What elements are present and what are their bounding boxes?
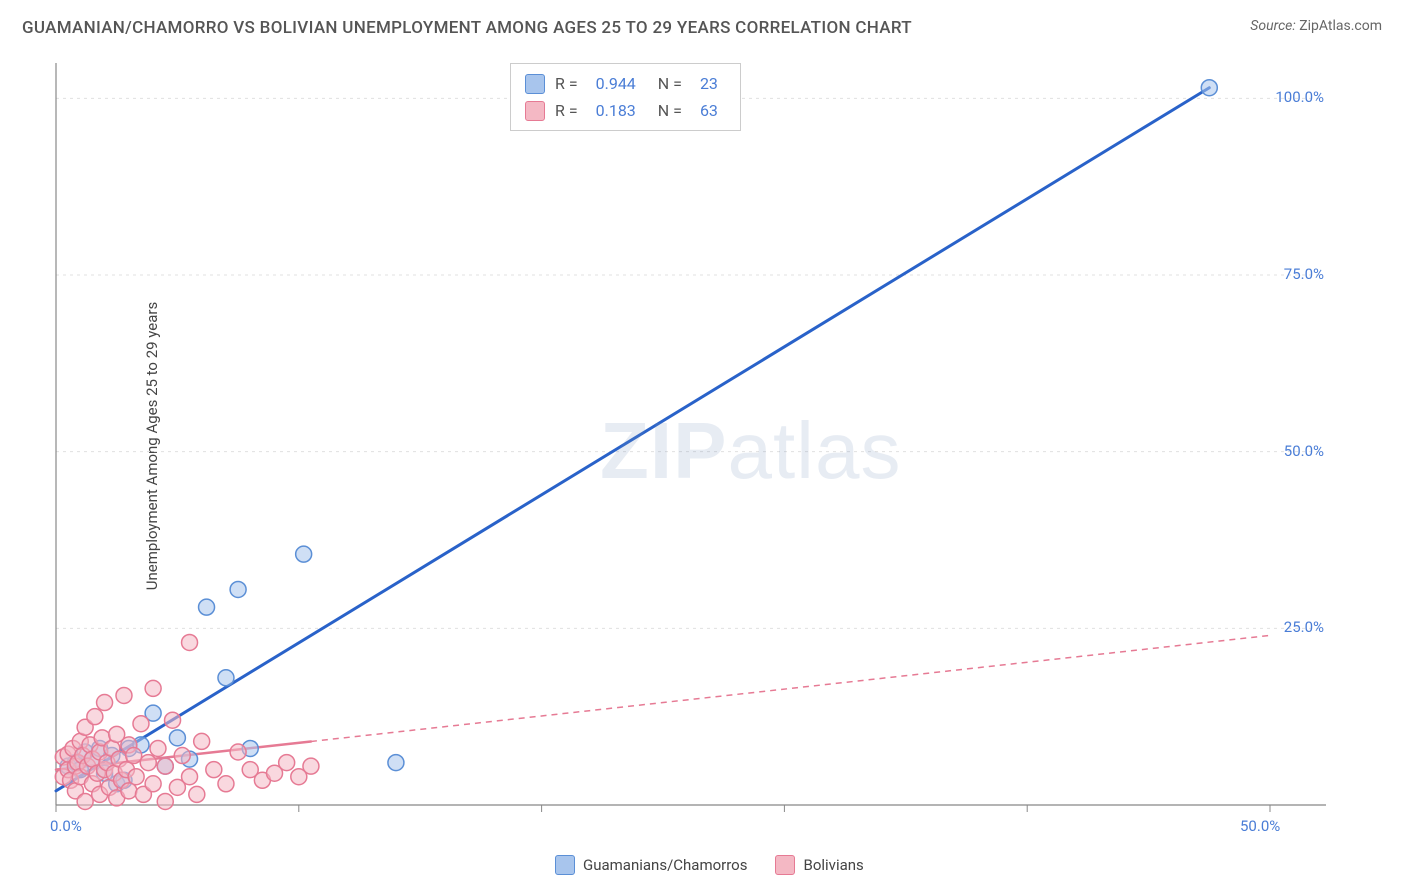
legend-swatch-icon — [775, 855, 795, 875]
source-label: Source: — [1250, 18, 1295, 34]
correlation-stats-box: R = 0.944 N = 23 R = 0.183 N = 63 — [510, 63, 741, 131]
stats-swatch-icon — [525, 101, 545, 121]
legend-label: Bolivians — [803, 856, 863, 874]
stats-n-value: 23 — [700, 70, 718, 97]
legend-item-guamanians: Guamanians/Chamorros — [555, 855, 747, 875]
chart-legend: Guamanians/Chamorros Bolivians — [555, 855, 864, 875]
stats-row-guamanians: R = 0.944 N = 23 — [525, 70, 726, 97]
legend-label: Guamanians/Chamorros — [583, 856, 747, 874]
y-tick-label: 50.0% — [1284, 442, 1324, 460]
legend-swatch-icon — [555, 855, 575, 875]
x-tick-label: 50.0% — [1240, 817, 1280, 835]
chart-svg — [50, 55, 1330, 835]
chart-title: GUAMANIAN/CHAMORRO VS BOLIVIAN UNEMPLOYM… — [22, 18, 912, 38]
stats-n-value: 63 — [700, 97, 718, 124]
stats-row-bolivians: R = 0.183 N = 63 — [525, 97, 726, 124]
stats-r-value: 0.944 — [596, 70, 636, 97]
y-tick-label: 25.0% — [1284, 618, 1324, 636]
chart-plot-area: ZIPatlas R =0.944 N =23R =0.183 N =63 Gu… — [50, 55, 1330, 835]
stats-r-label: R = — [555, 70, 578, 97]
x-tick-label: 0.0% — [50, 817, 82, 835]
source-value: ZipAtlas.com — [1299, 18, 1382, 34]
legend-item-bolivians: Bolivians — [775, 855, 863, 875]
source-attribution: Source: ZipAtlas.com — [1250, 18, 1382, 34]
stats-swatch-icon — [525, 74, 545, 94]
stats-r-value: 0.183 — [596, 97, 636, 124]
y-tick-label: 75.0% — [1284, 265, 1324, 283]
stats-n-label: N = — [654, 70, 682, 97]
stats-n-label: N = — [654, 97, 682, 124]
y-tick-label: 100.0% — [1275, 88, 1324, 106]
stats-r-label: R = — [555, 97, 578, 124]
